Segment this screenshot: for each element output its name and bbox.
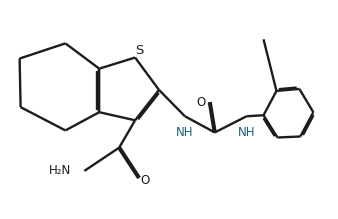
Text: O: O [140, 174, 149, 187]
Text: NH: NH [176, 126, 194, 139]
Text: O: O [196, 95, 206, 109]
Text: S: S [135, 44, 143, 57]
Text: H₂N: H₂N [49, 164, 71, 177]
Text: NH: NH [238, 126, 255, 139]
